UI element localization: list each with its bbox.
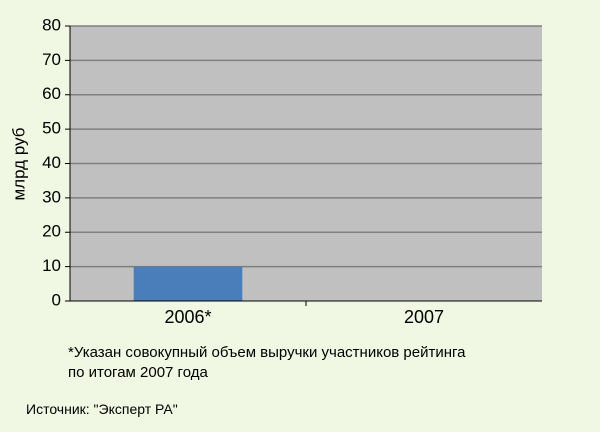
y-tick-label: 30 xyxy=(42,187,61,206)
y-tick-label: 20 xyxy=(42,222,61,241)
y-tick-label: 40 xyxy=(42,153,61,172)
x-tick-label: 2007 xyxy=(404,307,444,327)
chart-footnote: *Указан совокупный объем выручки участни… xyxy=(68,344,466,381)
y-tick-label: 80 xyxy=(42,15,61,34)
y-tick-label: 70 xyxy=(42,50,61,69)
bars xyxy=(133,266,243,301)
y-ticks: 0 10 20 30 40 50 60 70 80 xyxy=(42,15,70,309)
y-tick-label: 0 xyxy=(52,290,61,309)
y-tick-label: 60 xyxy=(42,84,61,103)
bar-chart: 0 10 20 30 40 50 60 70 80 2006* 2007 млрд руб xyxy=(9,15,542,327)
x-tick-label: 2006* xyxy=(164,307,211,327)
bar-0 xyxy=(133,266,243,301)
y-tick-label: 50 xyxy=(42,119,61,138)
x-ticks: 2006* 2007 xyxy=(164,301,444,327)
y-axis-label: млрд руб xyxy=(9,127,28,200)
y-tick-label: 10 xyxy=(42,256,61,275)
chart-source: Источник: "Эксперт РА" xyxy=(26,401,178,417)
